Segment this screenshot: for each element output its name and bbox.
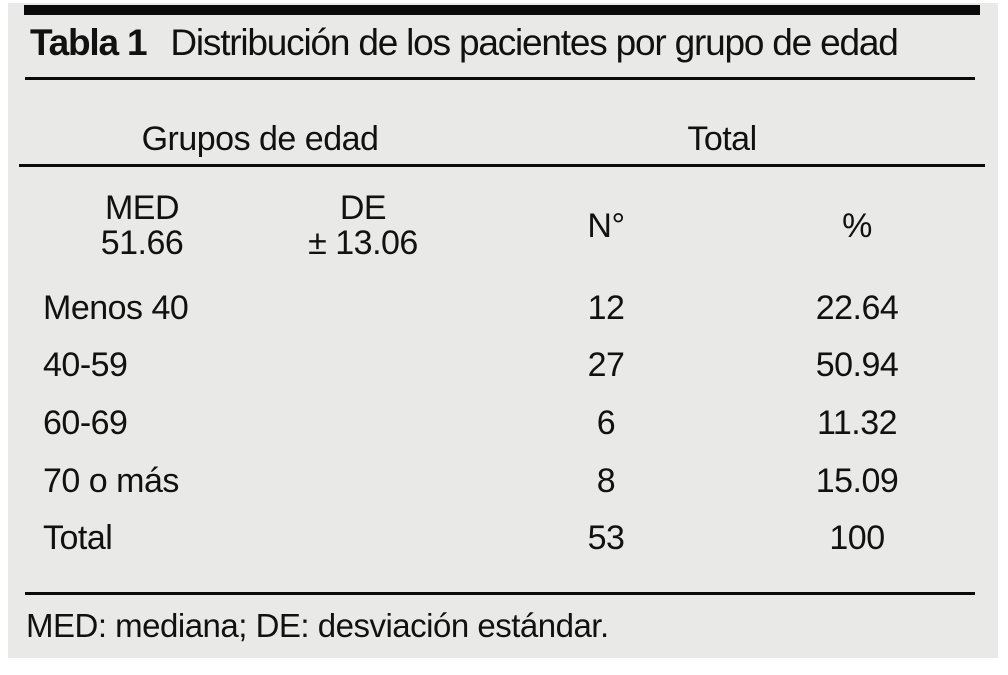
- stat-label-de: DE: [339, 189, 387, 227]
- table-title: Distribución de los pacientes por grupo …: [170, 22, 898, 63]
- row-pct-value: 50.94: [815, 346, 899, 384]
- row-group-label: 40-59: [43, 346, 128, 384]
- row-n-value: 8: [596, 462, 616, 500]
- table-row: 70 o más 8 15.09: [0, 461, 1008, 501]
- row-n-value: 27: [587, 346, 625, 384]
- table-label: Tabla 1: [30, 22, 148, 63]
- stat-label-med: MED: [104, 189, 180, 227]
- row-pct-value: 100: [829, 519, 885, 557]
- table-caption: Tabla 1 Distribución de los pacientes por…: [30, 21, 990, 65]
- column-header-groups: Grupos de edad: [141, 120, 379, 158]
- column-header-percent: %: [842, 207, 872, 245]
- table-row: Menos 40 12 22.64: [0, 288, 1008, 328]
- row-pct-value: 22.64: [815, 289, 899, 327]
- row-group-label: 60-69: [43, 404, 128, 442]
- column-header-n: N°: [587, 207, 625, 245]
- row-n-value: 6: [596, 404, 616, 442]
- table-row: 60-69 6 11.32: [0, 403, 1008, 443]
- column-header-total: Total: [687, 120, 757, 158]
- row-pct-value: 15.09: [815, 462, 899, 500]
- row-group-label: Total: [43, 519, 113, 557]
- table-row-total: Total 53 100: [0, 518, 1008, 558]
- stat-value-med: 51.66: [100, 224, 184, 262]
- rule-under-caption: [25, 77, 975, 80]
- row-pct-value: 11.32: [816, 404, 898, 442]
- table-top-bar: [24, 5, 980, 15]
- table-background-panel: [8, 3, 998, 658]
- row-group-label: 70 o más: [43, 462, 179, 500]
- row-n-value: 53: [587, 519, 625, 557]
- rule-under-headers: [19, 164, 985, 167]
- row-n-value: 12: [587, 289, 625, 327]
- rule-above-footnote: [25, 592, 975, 595]
- table-footnote: MED: mediana; DE: desviación estándar.: [26, 607, 609, 644]
- table-row: 40-59 27 50.94: [0, 345, 1008, 385]
- row-group-label: Menos 40: [43, 289, 189, 327]
- stat-value-de: ± 13.06: [308, 224, 418, 262]
